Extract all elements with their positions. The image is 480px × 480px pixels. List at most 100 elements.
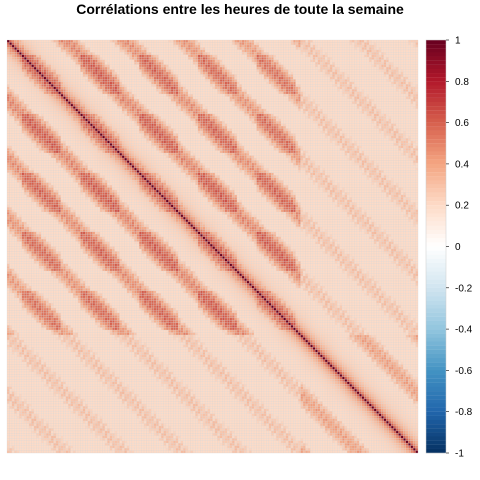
heatmap-cell: [281, 52, 283, 55]
heatmap-cell: [281, 40, 283, 43]
heatmap-cell: [132, 50, 134, 53]
heatmap-cell: [401, 55, 403, 58]
heatmap-cell: [301, 42, 303, 45]
heatmap-cell: [190, 60, 192, 63]
heatmap-cell: [117, 40, 119, 43]
heatmap-cell: [46, 50, 48, 53]
heatmap-cell: [239, 42, 241, 45]
heatmap-cell: [347, 47, 349, 50]
heatmap-cell: [350, 42, 352, 45]
heatmap-cell: [98, 60, 100, 63]
heatmap-cell: [78, 60, 80, 63]
heatmap-cell: [198, 60, 200, 63]
heatmap-cell: [291, 40, 293, 43]
heatmap-cell: [230, 55, 232, 58]
heatmap-cell: [274, 42, 276, 45]
heatmap-cell: [181, 55, 183, 58]
heatmap-cell: [269, 57, 271, 60]
heatmap-cell: [235, 42, 237, 45]
heatmap-cell: [364, 52, 366, 55]
heatmap-cell: [154, 40, 156, 43]
heatmap-cell: [315, 57, 317, 60]
heatmap-cell: [31, 40, 33, 43]
heatmap-cell: [183, 52, 185, 55]
heatmap-cell: [68, 52, 70, 55]
heatmap-cell: [24, 60, 26, 63]
heatmap-cell: [386, 50, 388, 53]
heatmap-cell: [7, 60, 9, 63]
heatmap-cell: [381, 40, 383, 43]
heatmap-cell: [408, 55, 410, 58]
heatmap-cell: [222, 50, 224, 53]
heatmap-cell: [51, 42, 53, 45]
heatmap-cell: [208, 40, 210, 43]
heatmap-cell: [239, 52, 241, 55]
heatmap-cell: [320, 45, 322, 48]
heatmap-cell: [337, 45, 339, 48]
heatmap-cell: [318, 42, 320, 45]
heatmap-cell: [301, 57, 303, 60]
heatmap-cell: [413, 57, 415, 60]
heatmap-cell: [178, 47, 180, 50]
heatmap-cell: [274, 57, 276, 60]
heatmap-cell: [17, 40, 19, 43]
heatmap-cell: [161, 45, 163, 48]
heatmap-cell: [93, 40, 95, 43]
heatmap-cell: [232, 47, 234, 50]
heatmap-cell: [107, 50, 109, 53]
heatmap-cell: [85, 40, 87, 43]
heatmap-cell: [286, 52, 288, 55]
heatmap-cell: [252, 52, 254, 55]
heatmap-cell: [403, 47, 405, 50]
heatmap-cell: [39, 50, 41, 53]
heatmap-cell: [105, 60, 107, 63]
heatmap-cell: [83, 47, 85, 50]
heatmap-cell: [279, 52, 281, 55]
heatmap-cell: [308, 47, 310, 50]
heatmap-cell: [352, 42, 354, 45]
heatmap-cell: [257, 52, 259, 55]
heatmap-cell: [68, 57, 70, 60]
heatmap-cell: [288, 40, 290, 43]
heatmap-cell: [318, 57, 320, 60]
heatmap-cell: [183, 50, 185, 53]
heatmap-cell: [139, 50, 141, 53]
heatmap-cell: [149, 42, 151, 45]
heatmap-cell: [261, 52, 263, 55]
heatmap-cell: [66, 55, 68, 58]
heatmap-cell: [12, 40, 14, 43]
heatmap-cell: [73, 57, 75, 60]
heatmap-cell: [213, 55, 215, 58]
heatmap-cell: [313, 40, 315, 43]
heatmap-cell: [354, 52, 356, 55]
heatmap-cell: [342, 42, 344, 45]
heatmap-cell: [335, 40, 337, 43]
heatmap-cell: [51, 60, 53, 63]
heatmap-cell: [220, 52, 222, 55]
heatmap-cell: [369, 52, 371, 55]
heatmap-cell: [159, 57, 161, 60]
heatmap-cell: [36, 55, 38, 58]
heatmap-cell: [139, 42, 141, 45]
heatmap-cell: [291, 47, 293, 50]
heatmap-cell: [154, 47, 156, 50]
heatmap-cell: [100, 42, 102, 45]
heatmap-cell: [46, 42, 48, 45]
heatmap-cell: [132, 42, 134, 45]
heatmap-cell: [39, 45, 41, 48]
heatmap-cell: [264, 45, 266, 48]
heatmap-cell: [93, 57, 95, 60]
heatmap-cell: [340, 55, 342, 58]
heatmap-cell: [379, 40, 381, 43]
heatmap-cell: [71, 40, 73, 43]
heatmap-cell: [398, 47, 400, 50]
heatmap-cell: [252, 57, 254, 60]
heatmap-cell: [146, 55, 148, 58]
heatmap-cell: [88, 42, 90, 45]
heatmap-cell: [149, 47, 151, 50]
heatmap-cell: [124, 60, 126, 63]
heatmap-cell: [281, 42, 283, 45]
heatmap-cell: [374, 57, 376, 60]
heatmap-cell: [293, 57, 295, 60]
heatmap-cell: [310, 42, 312, 45]
